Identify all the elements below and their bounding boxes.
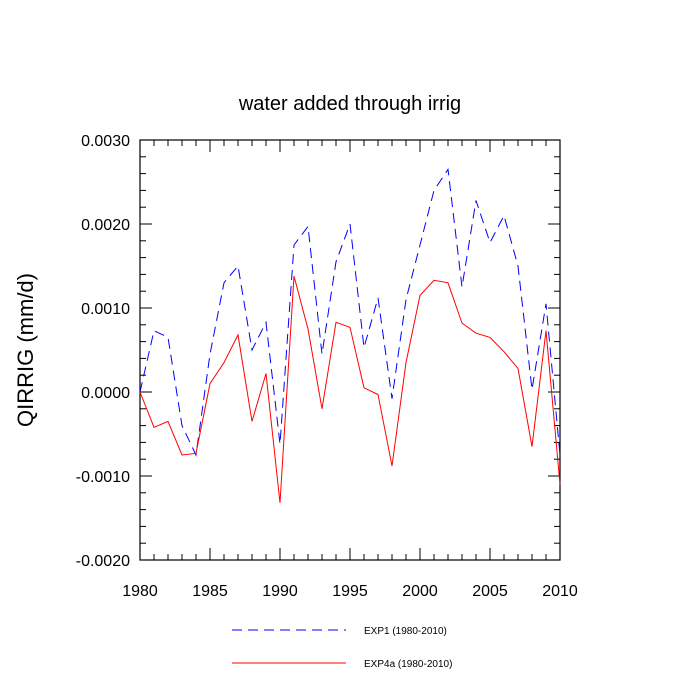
x-tick-label: 2005 (472, 583, 508, 600)
y-tick-label: 0.0010 (81, 301, 130, 318)
x-tick-label: 2000 (402, 583, 438, 600)
series-line-1 (139, 167, 561, 457)
x-tick-label: 1995 (332, 583, 368, 600)
x-tick-label: 1980 (122, 583, 158, 600)
y-tick-label: -0.0010 (76, 469, 130, 486)
y-tick-label: 0.0020 (81, 217, 130, 234)
legend-label-2: EXP4a (1980-2010) (364, 659, 452, 670)
y-tick-label: -0.0020 (76, 553, 130, 570)
x-tick-label: 2010 (542, 583, 578, 600)
plot-frame (139, 139, 561, 561)
chart-title: water added through irrig (238, 93, 461, 115)
series-line-2 (139, 275, 561, 503)
y-axis-label: QIRRIG (mm/d) (13, 273, 38, 427)
series-layer (139, 167, 561, 503)
x-tick-label: 1985 (192, 583, 228, 600)
x-tick-label: 1990 (262, 583, 298, 600)
y-tick-label: 0.0000 (81, 385, 130, 402)
legend-label-1: EXP1 (1980-2010) (364, 626, 447, 637)
legend: EXP1 (1980-2010) EXP4a (1980-2010) (232, 626, 452, 670)
y-tick-label: 0.0030 (81, 133, 130, 150)
axis-ticks: 1980 1985 1990 1995 2000 2005 2010 -0.0020 -0.00… (76, 133, 578, 600)
